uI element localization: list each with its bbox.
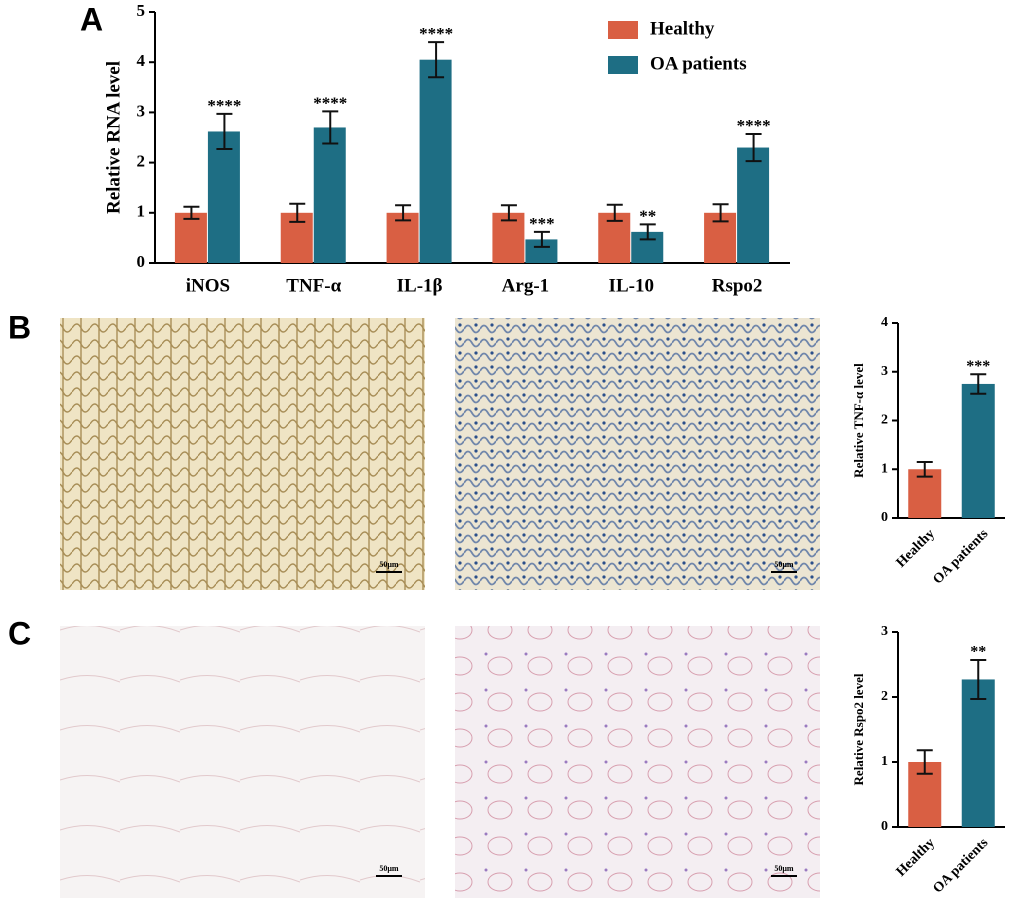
y-tick-label: 0 xyxy=(881,819,888,834)
y-tick-label: 4 xyxy=(137,51,146,70)
bar xyxy=(961,383,995,518)
significance: **** xyxy=(207,96,241,115)
bar xyxy=(525,239,558,263)
scale-label: 50μm xyxy=(774,864,794,873)
x-tick-label: OA patients xyxy=(930,835,991,896)
y-axis-label: Relative Rspo2 level xyxy=(851,673,866,785)
y-tick-label: 3 xyxy=(881,364,888,379)
panel-label: C xyxy=(8,615,31,651)
x-tick-label: OA patients xyxy=(930,526,991,587)
micrograph xyxy=(455,626,820,898)
y-tick-label: 2 xyxy=(881,689,888,704)
y-tick-label: 3 xyxy=(137,101,146,120)
significance: *** xyxy=(966,358,990,375)
micrograph xyxy=(455,318,820,590)
scale-label: 50μm xyxy=(379,864,399,873)
x-tick-label: Rspo2 xyxy=(712,275,763,296)
x-tick-label: Healthy xyxy=(894,835,938,879)
panel-label: B xyxy=(8,309,31,345)
legend-label: Healthy xyxy=(650,18,715,39)
y-axis-label: Relative TNF-α level xyxy=(851,363,866,478)
significance: ** xyxy=(970,644,986,661)
bar xyxy=(313,127,346,264)
significance: ** xyxy=(639,206,656,225)
y-tick-label: 2 xyxy=(137,152,146,171)
y-axis-label: Relative RNA level xyxy=(103,61,124,214)
micrograph xyxy=(60,626,425,898)
bar xyxy=(737,147,770,263)
bar xyxy=(961,679,995,827)
micrograph xyxy=(60,318,425,590)
significance: *** xyxy=(529,214,555,233)
x-tick-label: IL-1β xyxy=(397,275,443,296)
y-tick-label: 0 xyxy=(137,252,146,271)
y-tick-label: 1 xyxy=(881,461,888,476)
significance: **** xyxy=(419,24,453,43)
significance: **** xyxy=(313,93,347,112)
y-tick-label: 0 xyxy=(881,510,888,525)
x-tick-label: TNF-α xyxy=(286,275,341,296)
x-tick-label: IL-10 xyxy=(609,275,654,296)
panel-label: A xyxy=(80,1,103,37)
bar xyxy=(419,59,452,263)
y-tick-label: 1 xyxy=(137,202,146,221)
y-tick-label: 3 xyxy=(881,624,888,639)
legend-swatch xyxy=(608,56,638,74)
scale-label: 50μm xyxy=(774,560,794,569)
bar xyxy=(207,131,240,263)
y-tick-label: 1 xyxy=(881,754,888,769)
x-tick-label: Arg-1 xyxy=(502,275,549,296)
x-tick-label: Healthy xyxy=(894,526,938,570)
y-tick-label: 2 xyxy=(881,413,888,428)
y-tick-label: 5 xyxy=(137,1,146,20)
significance: **** xyxy=(737,116,771,135)
scale-label: 50μm xyxy=(379,560,399,569)
legend-label: OA patients xyxy=(650,53,747,74)
legend-swatch xyxy=(608,21,638,39)
y-tick-label: 4 xyxy=(881,315,888,330)
bar xyxy=(174,212,207,263)
x-tick-label: iNOS xyxy=(186,275,230,296)
